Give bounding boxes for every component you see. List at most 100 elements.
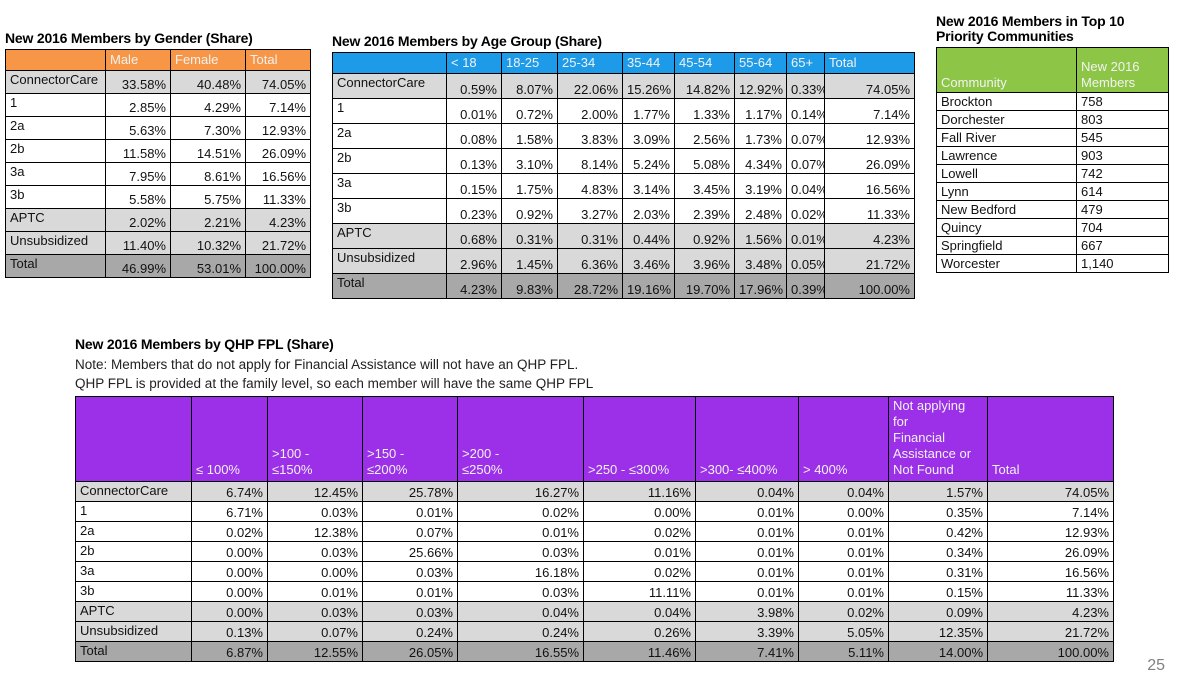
row-label: Total (332, 273, 447, 299)
data-cell: 5.58% (105, 185, 171, 209)
data-cell: 16.56% (245, 162, 311, 186)
data-cell: 5.63% (105, 116, 171, 140)
column-header: >300- ≤400% (695, 396, 799, 482)
table-row: ConnectorCare 6.74% 12.45% 25.78% 16.27% 11.1… (75, 481, 1114, 502)
data-cell: 7.14% (987, 501, 1114, 522)
data-cell: 0.00% (191, 581, 268, 602)
data-cell: 10.32% (170, 231, 246, 255)
data-cell: 803 (1076, 110, 1169, 129)
data-cell: 0.02% (786, 198, 825, 224)
fpl-table-section: New 2016 Members by QHP FPL (Share) Note… (75, 336, 1114, 662)
data-cell: 0.01% (695, 501, 799, 522)
data-cell: 0.03% (267, 501, 363, 522)
row-label: Springfield (936, 236, 1077, 255)
data-cell: 0.24% (362, 621, 458, 642)
data-cell: 100.00% (824, 273, 915, 299)
column-header: Female (170, 49, 246, 71)
row-label: 1 (332, 98, 447, 124)
data-cell: 4.34% (734, 148, 787, 174)
table-row: Dorchester 803 (936, 110, 1169, 129)
data-cell: 0.01% (695, 541, 799, 562)
row-label: 2a (5, 116, 106, 140)
data-cell: 0.24% (457, 621, 584, 642)
table-row: ConnectorCare 0.59% 8.07% 22.06% 15.26% 14.82… (332, 73, 915, 99)
column-header: Male (105, 49, 171, 71)
data-cell: 28.72% (557, 273, 623, 299)
age-table-title: New 2016 Members by Age Group (Share) (332, 33, 602, 49)
data-cell: 4.83% (557, 173, 623, 199)
row-label: ConnectorCare (332, 73, 447, 99)
data-cell: 12.35% (888, 621, 988, 642)
data-cell: 11.16% (583, 481, 696, 502)
table-row: Quincy 704 (936, 218, 1169, 237)
data-cell: 0.14% (786, 98, 825, 124)
data-cell: 2.56% (674, 123, 735, 149)
data-cell: 0.04% (583, 601, 696, 622)
column-header: Community (936, 47, 1077, 93)
table-row: Fall River 545 (936, 128, 1169, 147)
column-header: 55-64 (734, 52, 787, 74)
data-cell: 3.27% (557, 198, 623, 224)
data-cell: 6.74% (191, 481, 268, 502)
table-row: 2b 11.58% 14.51% 26.09% (5, 139, 311, 163)
data-cell: 16.56% (824, 173, 915, 199)
data-cell: 0.04% (786, 173, 825, 199)
row-label: 3a (75, 561, 192, 582)
data-cell: 2.03% (622, 198, 675, 224)
data-cell: 3.19% (734, 173, 787, 199)
table-row: 2b 0.13% 3.10% 8.14% 5.24% 5.08% 4.34% 0.07% 26.… (332, 148, 915, 174)
row-label: Lynn (936, 182, 1077, 201)
data-cell: 0.02% (583, 521, 696, 542)
data-cell: 742 (1076, 164, 1169, 183)
data-cell: 21.72% (987, 621, 1114, 642)
row-label: Unsubsidized (332, 248, 447, 274)
data-cell: 74.05% (245, 70, 311, 94)
data-cell: 26.09% (824, 148, 915, 174)
table-row: 2a 5.63% 7.30% 12.93% (5, 116, 311, 140)
data-cell: 0.01% (695, 561, 799, 582)
data-cell: 3.39% (695, 621, 799, 642)
row-label: Fall River (936, 128, 1077, 147)
column-header: >150 - ≤200% (362, 396, 458, 482)
row-label: 2b (332, 148, 447, 174)
data-cell: 0.07% (267, 621, 363, 642)
data-cell: 3.10% (501, 148, 558, 174)
row-label: Lowell (936, 164, 1077, 183)
table-row: 1 0.01% 0.72% 2.00% 1.77% 1.33% 1.17% 0.14% 7.14… (332, 98, 915, 124)
data-cell: 26.09% (245, 139, 311, 163)
column-header: 25-34 (557, 52, 623, 74)
data-cell: 21.72% (824, 248, 915, 274)
row-label: Lawrence (936, 146, 1077, 165)
data-cell: 1,140 (1076, 254, 1169, 273)
data-cell: 26.05% (362, 641, 458, 662)
communities-table-section: New 2016 Members in Top 10 Priority Comm… (936, 14, 1172, 273)
row-label: 1 (5, 93, 106, 117)
row-label: Total (5, 254, 106, 278)
data-cell: 2.85% (105, 93, 171, 117)
table-row: Unsubsidized 11.40% 10.32% 21.72% (5, 231, 311, 255)
data-cell: 0.15% (888, 581, 988, 602)
data-cell: 2.21% (170, 208, 246, 232)
data-cell: 26.09% (987, 541, 1114, 562)
data-cell: 4.23% (824, 223, 915, 249)
data-cell: 12.55% (267, 641, 363, 662)
data-cell: 11.58% (105, 139, 171, 163)
column-header: Total (987, 396, 1114, 482)
data-cell: 2.02% (105, 208, 171, 232)
data-cell: 74.05% (987, 481, 1114, 502)
data-cell: 0.02% (798, 601, 889, 622)
data-cell: 2.00% (557, 98, 623, 124)
table-row: APTC 0.00% 0.03% 0.03% 0.04% 0.04% 3.98% 0.02% 0… (75, 601, 1114, 622)
column-header (332, 52, 447, 74)
row-label: 3a (332, 173, 447, 199)
data-cell: 1.58% (501, 123, 558, 149)
data-cell: 0.01% (267, 581, 363, 602)
data-cell: 11.40% (105, 231, 171, 255)
data-cell: 12.93% (824, 123, 915, 149)
row-label: Unsubsidized (75, 621, 192, 642)
data-cell: 11.46% (583, 641, 696, 662)
column-header: 18-25 (501, 52, 558, 74)
data-cell: 0.00% (191, 601, 268, 622)
data-cell: 4.29% (170, 93, 246, 117)
data-cell: 22.06% (557, 73, 623, 99)
